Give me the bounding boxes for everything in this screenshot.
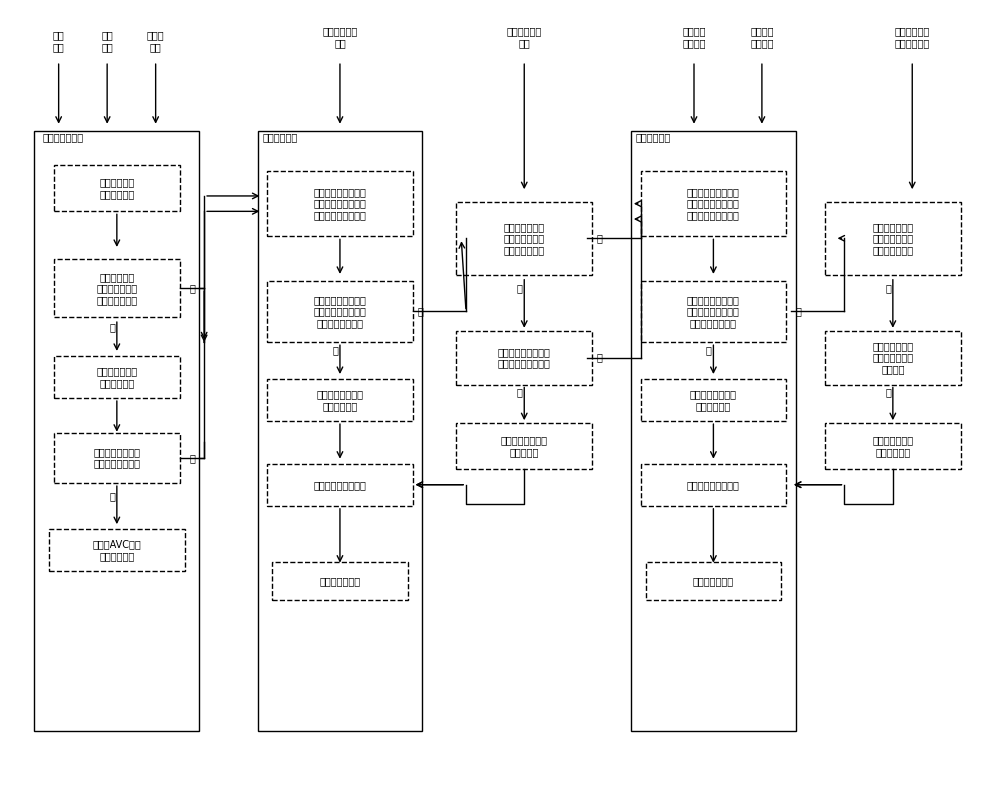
Text: 否: 否 (597, 234, 603, 243)
Text: 是: 是 (885, 387, 891, 398)
Text: 否: 否 (796, 306, 802, 317)
FancyBboxPatch shape (54, 259, 180, 318)
FancyBboxPatch shape (258, 130, 422, 731)
Text: 选择灵敏度最高的
分布式电源: 选择灵敏度最高的 分布式电源 (501, 435, 548, 457)
FancyBboxPatch shape (34, 130, 199, 731)
FancyBboxPatch shape (267, 171, 413, 236)
FancyBboxPatch shape (49, 529, 185, 571)
FancyBboxPatch shape (641, 463, 786, 506)
Text: 计算新的电压设定
值来启动分接开关: 计算新的电压设定 值来启动分接开关 (93, 447, 140, 469)
FancyBboxPatch shape (54, 165, 180, 211)
FancyBboxPatch shape (456, 423, 592, 470)
FancyBboxPatch shape (825, 423, 961, 470)
Text: 最低电压超出
用户需求范围: 最低电压超出 用户需求范围 (99, 178, 134, 199)
Text: 变电站AVC继电
器电压设定值: 变电站AVC继电 器电压设定值 (92, 539, 141, 561)
FancyBboxPatch shape (646, 562, 781, 600)
FancyBboxPatch shape (267, 463, 413, 506)
Text: 否: 否 (190, 453, 195, 462)
Text: 否: 否 (418, 306, 423, 317)
Text: 是: 是 (190, 283, 195, 294)
Text: 计算新的有功设定值: 计算新的有功设定值 (687, 480, 740, 490)
Text: 否: 否 (109, 322, 115, 332)
FancyBboxPatch shape (641, 379, 786, 421)
Text: 最高电压及其
位置: 最高电压及其 位置 (322, 26, 358, 48)
FancyBboxPatch shape (641, 171, 786, 236)
Text: 确定分接开关操
作所需的数量: 确定分接开关操 作所需的数量 (96, 366, 137, 388)
FancyBboxPatch shape (267, 379, 413, 421)
Text: 变电站
电压: 变电站 电压 (147, 30, 164, 52)
Text: 是: 是 (516, 387, 522, 398)
Text: 最高电压
及其位置: 最高电压 及其位置 (682, 26, 706, 48)
Text: 是: 是 (706, 345, 711, 355)
FancyBboxPatch shape (456, 330, 592, 385)
Text: 最低电压
及其位置: 最低电压 及其位置 (750, 26, 774, 48)
Text: 选择灵敏度最高
的分布式电源: 选择灵敏度最高 的分布式电源 (872, 435, 913, 457)
Text: 无功功率设定值: 无功功率设定值 (319, 576, 361, 586)
Text: 是: 是 (109, 491, 115, 502)
FancyBboxPatch shape (54, 356, 180, 398)
Text: 确定最高和最低电压
位置和所有分布式电
源之间的电压灵敏度: 确定最高和最低电压 位置和所有分布式电 源之间的电压灵敏度 (687, 187, 740, 220)
Text: 选择灵敏度值最高
的分布式电源: 选择灵敏度值最高 的分布式电源 (316, 389, 363, 411)
Text: 无功功率控制: 无功功率控制 (262, 132, 298, 142)
FancyBboxPatch shape (825, 202, 961, 275)
Text: 是否有电压灵敏
度值大于零的分
布式电源: 是否有电压灵敏 度值大于零的分 布式电源 (872, 341, 913, 374)
FancyBboxPatch shape (825, 330, 961, 385)
Text: 是: 是 (885, 283, 891, 294)
FancyBboxPatch shape (456, 202, 592, 275)
Text: 改变无功功率控
制节点是否能实
现线路电压控制: 改变无功功率控 制节点是否能实 现线路电压控制 (504, 222, 545, 255)
Text: 是否有电压灵敏度值
大于零的分布式电源
电压超过其限定值: 是否有电压灵敏度值 大于零的分布式电源 电压超过其限定值 (687, 295, 740, 328)
FancyBboxPatch shape (631, 130, 796, 731)
Text: 测量了活跃资
源的有功功率: 测量了活跃资 源的有功功率 (895, 26, 930, 48)
Text: 最高
电压: 最高 电压 (53, 30, 65, 52)
FancyBboxPatch shape (641, 281, 786, 342)
Text: 计算新的无功设定值: 计算新的无功设定值 (314, 480, 366, 490)
Text: 最低电压及其
位置: 最低电压及其 位置 (507, 26, 542, 48)
Text: 确定最高和最低电压
位置和所有分布式电
源之间的电压灵敏度: 确定最高和最低电压 位置和所有分布式电 源之间的电压灵敏度 (314, 187, 366, 220)
Text: 最低
电压: 最低 电压 (101, 30, 113, 52)
Text: 有功功率设定值: 有功功率设定值 (693, 576, 734, 586)
Text: 是否有电压灵敏度值
大于零的分布式电源
电压超过其限定值: 是否有电压灵敏度值 大于零的分布式电源 电压超过其限定值 (314, 295, 366, 328)
Text: 是: 是 (516, 283, 522, 294)
Text: 变电站电压控制: 变电站电压控制 (42, 132, 83, 142)
Text: 否: 否 (597, 353, 603, 362)
FancyBboxPatch shape (267, 281, 413, 342)
FancyBboxPatch shape (272, 562, 408, 600)
Text: 有功功率控制: 有功功率控制 (636, 132, 671, 142)
Text: 是否有电压灵敏度值
大于零的分布式电源: 是否有电压灵敏度值 大于零的分布式电源 (498, 347, 551, 369)
Text: 是: 是 (332, 345, 338, 355)
Text: 选择灵敏度值最高
的分布式电源: 选择灵敏度值最高 的分布式电源 (690, 389, 737, 411)
Text: 改变有功功率控
制节点是否能实
现线路电压控制: 改变有功功率控 制节点是否能实 现线路电压控制 (872, 222, 913, 255)
FancyBboxPatch shape (54, 433, 180, 482)
Text: 分接开关运行
后，线路电压是
否超过其极限？: 分接开关运行 后，线路电压是 否超过其极限？ (96, 272, 137, 305)
